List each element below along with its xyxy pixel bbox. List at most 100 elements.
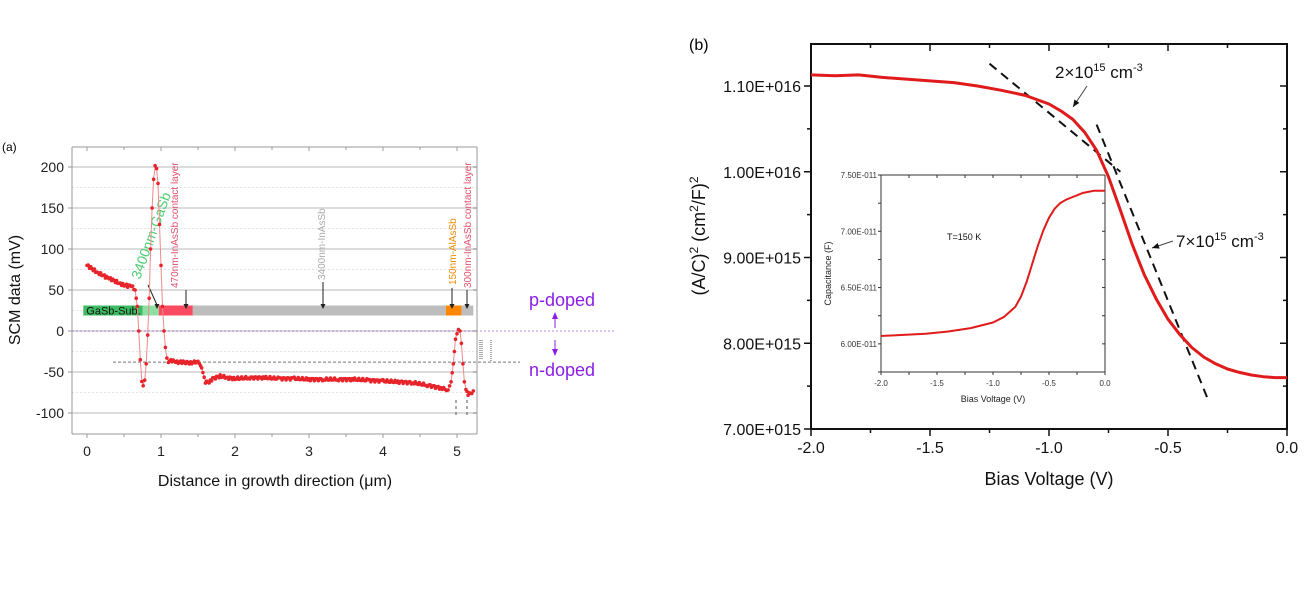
y-label-text: (A/C): [689, 254, 709, 296]
data-point: [202, 375, 206, 380]
inset-x-axis-label: Bias Voltage (V): [961, 394, 1026, 404]
layer-segment-1: [142, 305, 159, 316]
data-point: [145, 333, 150, 337]
data-point: [459, 341, 464, 346]
annotation-arrow-head: [449, 304, 455, 309]
data-point: [447, 384, 452, 388]
layer-segment-3: [192, 305, 446, 316]
data-point: [159, 263, 163, 268]
layer-segment-4: [445, 305, 462, 316]
panel-a-y-tick-labels: 200 150 100 50 0 -50 -100: [36, 159, 64, 421]
layer-segment-5: [461, 305, 474, 316]
y-label-superscript: 2: [687, 247, 701, 254]
y-label-text: /F): [689, 183, 709, 205]
y-tick-label: 50: [48, 282, 64, 298]
y-tick-label: -100: [36, 405, 64, 421]
fit-label-exponent: 15: [1214, 231, 1226, 243]
data-point: [153, 163, 157, 168]
panel-a-label: (a): [2, 140, 17, 154]
cv-curve: [810, 73, 1287, 380]
data-point: [157, 222, 162, 227]
x-tick-label: -1.5: [916, 440, 944, 457]
data-point: [162, 329, 166, 333]
panel-a-grid: [72, 166, 477, 414]
data-point: [150, 206, 154, 210]
panel-b-inset: -2.0 -1.5 -1.0 -0.5 0.0 6.00E-011 6.50E-011 7.0…: [821, 167, 1120, 409]
panel-a-layer-bar: GaSb-Sub.: [83, 305, 474, 318]
x-tick-label: -2.0: [797, 440, 825, 457]
data-point: [92, 267, 97, 271]
inset-x-tick-label: -1.0: [986, 379, 1000, 388]
panel-a-series: [85, 163, 476, 398]
data-point: [133, 288, 137, 292]
data-point: [137, 329, 141, 333]
y-tick-label: 8.00E+015: [723, 336, 801, 353]
fit-label-exponent: 15: [1093, 62, 1105, 74]
data-point: [165, 356, 169, 360]
y-tick-label: 0: [56, 323, 64, 339]
data-point: [144, 362, 148, 366]
layer-annotation-4: 300nm-InAsSb contact layer: [463, 162, 474, 288]
panel-a-x-axis-label: Distance in growth direction (μm): [158, 473, 392, 490]
inset-y-tick-label: 7.50E-011: [841, 171, 878, 180]
data-point: [453, 337, 458, 342]
data-point: [141, 384, 145, 388]
data-point: [199, 366, 204, 370]
scm-profile-line: [86, 165, 476, 395]
panel-b-axes: [804, 43, 1288, 436]
y-tick-label: -50: [44, 364, 64, 380]
data-point: [449, 380, 453, 384]
inset-y-tick-label: 7.00E-011: [841, 227, 878, 236]
n-doped-label: n-doped: [529, 360, 595, 380]
x-tick-label: -1.0: [1035, 440, 1063, 457]
data-point: [450, 371, 455, 375]
fit-line-1: [1095, 124, 1210, 402]
data-point: [201, 370, 205, 375]
fit-label-unit-exponent: -3: [1133, 62, 1143, 74]
layer-segment-2: [158, 305, 193, 316]
x-tick-label: 4: [379, 443, 387, 459]
data-point: [207, 381, 211, 385]
inset-x-tick-label: 0.0: [1099, 379, 1111, 388]
layer-segment-0: [83, 305, 143, 316]
data-point: [140, 379, 144, 384]
data-point: [142, 378, 147, 383]
panel-a-x-tick-labels: 0 1 2 3 4 5: [83, 443, 461, 459]
x-tick-label: -0.5: [1154, 440, 1182, 457]
y-tick-label: 9.00E+015: [723, 251, 801, 268]
y-label-text: (cm: [689, 212, 709, 247]
fit-label-1: 7×1015 cm-3: [1176, 231, 1264, 251]
inset-temperature-annotation: T=150 K: [947, 232, 981, 242]
inset-background: [821, 167, 1120, 409]
fit-label-unit: cm: [1106, 63, 1133, 82]
y-tick-label: 200: [41, 159, 65, 175]
y-label-superscript: 2: [687, 205, 701, 212]
panel-b-y-tick-labels: 7.00E+015 8.00E+015 9.00E+015 1.00E+016 1.10…: [723, 79, 801, 439]
layer-segment-label: GaSb-Sub.: [86, 306, 140, 318]
inset-x-tick-label: -0.5: [1042, 379, 1056, 388]
y-tick-label: 1.00E+016: [723, 165, 801, 182]
data-point: [209, 379, 214, 383]
x-tick-label: 0.0: [1276, 440, 1298, 457]
y-tick-label: 100: [41, 241, 65, 257]
panel-a-axes: [68, 146, 478, 438]
y-tick-label: 150: [41, 200, 65, 216]
fit-label-unit-exponent: -3: [1254, 231, 1264, 243]
data-point: [471, 389, 476, 393]
data-point: [452, 349, 457, 354]
panel-b-x-axis-label: Bias Voltage (V): [984, 469, 1113, 489]
data-point: [462, 380, 467, 384]
data-point: [446, 388, 450, 392]
data-point: [451, 362, 456, 366]
data-point: [163, 345, 168, 350]
annotation-arrow-head: [183, 304, 189, 309]
y-tick-label: 1.10E+016: [723, 79, 801, 96]
y-label-superscript: 2: [687, 176, 701, 183]
data-point: [135, 304, 140, 309]
data-point: [147, 296, 151, 301]
annotation-arrow-head: [464, 304, 470, 309]
y-tick-label: 7.00E+015: [723, 422, 801, 439]
x-tick-label: 5: [453, 443, 461, 459]
